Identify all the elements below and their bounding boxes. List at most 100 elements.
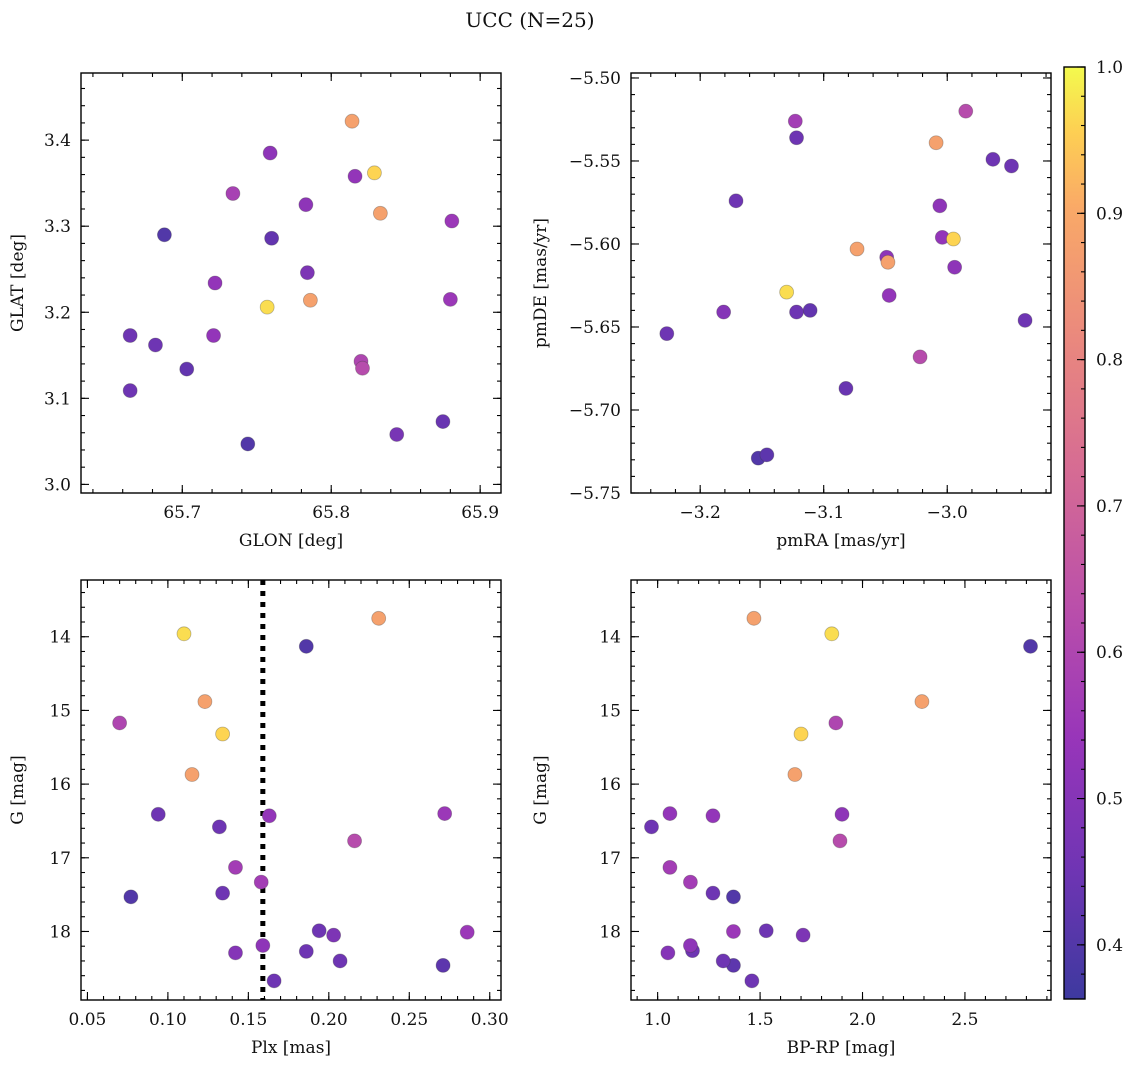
y-tick-label: 3.3 (44, 217, 71, 237)
y-tick-label: 17 (49, 849, 71, 869)
scatter-point (442, 291, 458, 307)
plot-frame (630, 72, 1052, 494)
scatter-point (985, 151, 1001, 167)
scatter-point (261, 808, 277, 824)
scatter-point (215, 726, 231, 742)
y-tick-label: 3.2 (44, 303, 71, 323)
scatter-point (662, 806, 678, 821)
colorbar-frame (1063, 66, 1086, 1000)
x-tick-label: 0.15 (229, 1010, 267, 1030)
y-tick-label: 18 (49, 922, 71, 942)
colorbar-tick-label: 0.6 (1096, 643, 1123, 663)
scatter-point (355, 360, 370, 376)
scatter-point (225, 186, 241, 201)
scatter-point (112, 715, 128, 731)
scatter-point (311, 923, 327, 939)
y-tick-label: 3.1 (44, 389, 71, 409)
scatter-point (644, 819, 659, 835)
scatter-point (828, 715, 844, 731)
scatter-point (228, 859, 243, 875)
scatter-point (834, 806, 850, 822)
y-tick-label: −5.75 (569, 484, 621, 504)
scatter-point (947, 259, 963, 275)
scatter-point (1004, 158, 1019, 174)
x-tick-label: 65.8 (312, 503, 350, 523)
scatter-point (347, 833, 362, 849)
scatter-point (758, 923, 774, 939)
scatter-point (122, 383, 138, 398)
scatter-point (240, 436, 256, 452)
x-tick-label: −3.1 (803, 503, 844, 523)
scatter-point (849, 241, 865, 257)
scatter-point (726, 924, 741, 939)
y-tick-label: 16 (49, 775, 71, 795)
y-tick-label: 3.4 (44, 131, 71, 151)
scatter-point (347, 168, 363, 184)
scatter-point (150, 806, 166, 822)
scatter-point (912, 349, 928, 365)
x-tick-label: 65.7 (163, 503, 201, 523)
y-tick-label: 14 (599, 628, 621, 648)
x-tick-label: −3.0 (927, 503, 968, 523)
scatter-point (802, 302, 818, 318)
y-axis-label: pmDE [mas/yr] (531, 218, 551, 348)
scatter-point (716, 304, 732, 320)
scatter-point (264, 230, 280, 246)
y-tick-label: −5.70 (569, 401, 621, 421)
colorbar-tick-label: 1.0 (1096, 58, 1123, 78)
scatter-point (253, 874, 269, 890)
x-axis-label: pmRA [mas/yr] (776, 531, 905, 551)
plot-frame (630, 579, 1052, 1001)
y-tick-label: 3.0 (44, 475, 71, 495)
colorbar-tick-label: 0.7 (1096, 497, 1123, 517)
scatter-points (112, 580, 475, 1000)
scatter-point (914, 694, 930, 709)
scatter-point (838, 381, 854, 396)
x-axis-label: BP-RP [mag] (787, 1038, 896, 1058)
scatter-point (228, 945, 243, 961)
figure-title: UCC (N=25) (465, 8, 594, 32)
scatter-point (299, 265, 315, 281)
panel-bprp-g: 1.0 1.5 2.0 2.5 14 15 16 17 18 BP-RP [mag] G [mag] (531, 579, 1052, 1058)
x-tick-label: 2.5 (951, 1010, 978, 1030)
x-tick-label: 0.25 (390, 1010, 428, 1030)
scatter-point (389, 427, 405, 442)
scatter-point (728, 193, 744, 209)
colorbar-tick-label: 0.9 (1096, 204, 1123, 224)
scatter-points (122, 113, 460, 452)
scatter-point (832, 833, 848, 849)
scatter-points (659, 103, 1033, 466)
scatter-point (787, 767, 803, 782)
y-axis-label: G [mag] (8, 755, 28, 824)
scatter-point (122, 328, 138, 343)
subplot-grid: 65.7 65.8 65.9 3.0 3.1 3.2 3.3 3.4 GLON [deg] GLA… (8, 69, 1052, 1058)
x-tick-label: 0.10 (149, 1010, 187, 1030)
y-tick-label: 15 (49, 701, 71, 721)
scatter-point (795, 927, 811, 943)
y-tick-label: −5.65 (569, 318, 621, 338)
scatter-point (660, 945, 676, 961)
y-tick-label: −5.50 (569, 69, 621, 89)
scatter-point (715, 953, 731, 969)
scatter-point (435, 957, 451, 973)
scatter-points (644, 610, 1038, 989)
scatter-point (176, 626, 192, 642)
colorbar-gradient (1064, 67, 1085, 999)
y-tick-label: −5.60 (569, 235, 621, 255)
scatter-point (683, 874, 698, 890)
scatter-point (881, 288, 897, 303)
panel-pmra-pmde: −3.2 −3.1 −3.0 −5.75 −5.70 −5.65 −5.60 −5.55 −5.… (531, 69, 1052, 551)
scatter-point (787, 113, 803, 129)
scatter-point (326, 927, 342, 943)
scatter-point (659, 326, 675, 342)
x-tick-label: 0.20 (310, 1010, 348, 1030)
scatter-point (255, 938, 271, 953)
scatter-point (259, 299, 275, 315)
y-tick-label: 18 (599, 922, 621, 942)
x-tick-label: −3.2 (680, 503, 721, 523)
scatter-point (932, 198, 948, 214)
y-tick-label: 16 (599, 775, 621, 795)
scatter-point (759, 447, 775, 463)
x-tick-label: 1.5 (747, 1010, 774, 1030)
